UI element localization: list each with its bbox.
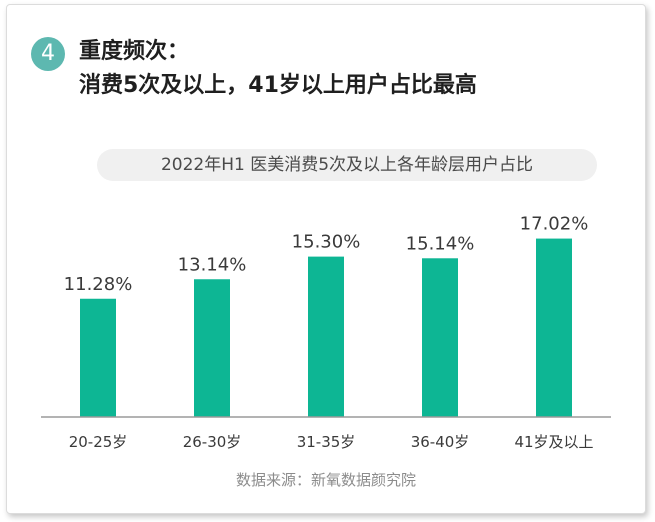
bar-5 [536,238,572,417]
bar-3 [308,256,344,417]
category-label-1: 20-25岁 [69,433,128,451]
headline-line-2: 消费5次及以上，41岁以上用户占比最高 [79,73,477,98]
value-label-5: 17.02% [520,214,589,235]
value-label-3: 15.30% [292,232,361,253]
headline: 重度频次： 消费5次及以上，41岁以上用户占比最高 [79,35,477,103]
category-label-3: 31-35岁 [297,433,356,451]
value-label-4: 15.14% [406,233,475,254]
chart-title: 2022年H1 医美消费5次及以上各年龄层用户占比 [97,149,597,181]
value-label-1: 11.28% [64,274,133,295]
category-label-5: 41岁及以上 [514,433,593,451]
data-source-note: 数据来源：新氧数据颜究院 [235,471,416,489]
category-label-4: 36-40岁 [411,433,470,451]
value-label-2: 13.14% [178,254,247,275]
headline-line-1: 重度频次： [79,39,190,64]
category-label-2: 26-30岁 [183,433,242,451]
bar-chart: 11.28% 20-25岁 13.14% 26-30岁 15.30% 31-35岁 15.1… [41,214,611,451]
section-number-badge: 4 [31,37,65,71]
bar-2 [194,279,230,417]
bar-1 [80,298,116,417]
bar-4 [422,258,458,417]
chart-card: 4 重度频次： 消费5次及以上，41岁以上用户占比最高 2022年H1 医美消费… [6,4,646,514]
